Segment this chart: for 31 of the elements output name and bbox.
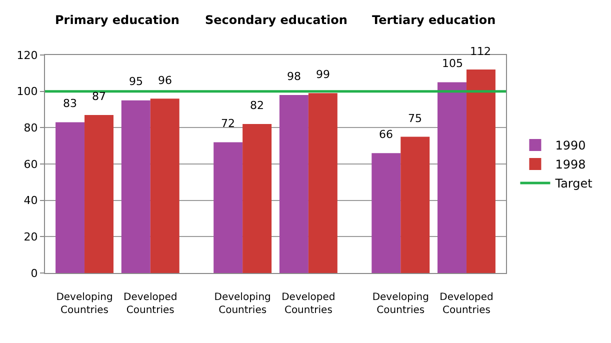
data-label: 112: [470, 45, 491, 58]
data-label: 98: [287, 70, 301, 83]
data-label: 72: [221, 117, 235, 130]
y-tick-label: 120: [16, 48, 38, 62]
legend-label: 1990: [555, 138, 586, 153]
x-tick-label: Developed Countries: [124, 292, 178, 316]
data-label: 99: [316, 68, 330, 81]
text: Secondary education: [205, 13, 348, 27]
data-label: 96: [158, 74, 172, 87]
data-label: 87: [92, 90, 106, 103]
legend-label: 1998: [555, 158, 586, 172]
text: Tertiary education: [372, 13, 496, 27]
x-tick-label: Developed Countries: [282, 292, 336, 316]
y-tick-label: 40: [24, 194, 38, 208]
x-tick-label: Developing Countries: [372, 292, 429, 316]
data-label: 105: [442, 57, 463, 70]
data-label: 83: [63, 97, 77, 110]
data-label: 95: [129, 75, 143, 88]
y-tick-label: 20: [24, 230, 38, 244]
x-tick-label: Developed Countries: [440, 292, 494, 316]
data-label: 66: [379, 128, 393, 141]
y-tick-label: 100: [16, 85, 38, 98]
data-label: 75: [408, 112, 422, 125]
y-tick-label: 80: [24, 122, 38, 135]
x-tick-label: Developing Countries: [56, 292, 113, 316]
text: Primary education: [55, 13, 180, 27]
x-tick-label: Developing Countries: [214, 292, 271, 316]
data-label: 82: [250, 99, 264, 112]
y-tick-label: 0: [30, 266, 38, 280]
legend-label: Target: [554, 176, 593, 191]
y-tick-label: 60: [24, 158, 38, 171]
